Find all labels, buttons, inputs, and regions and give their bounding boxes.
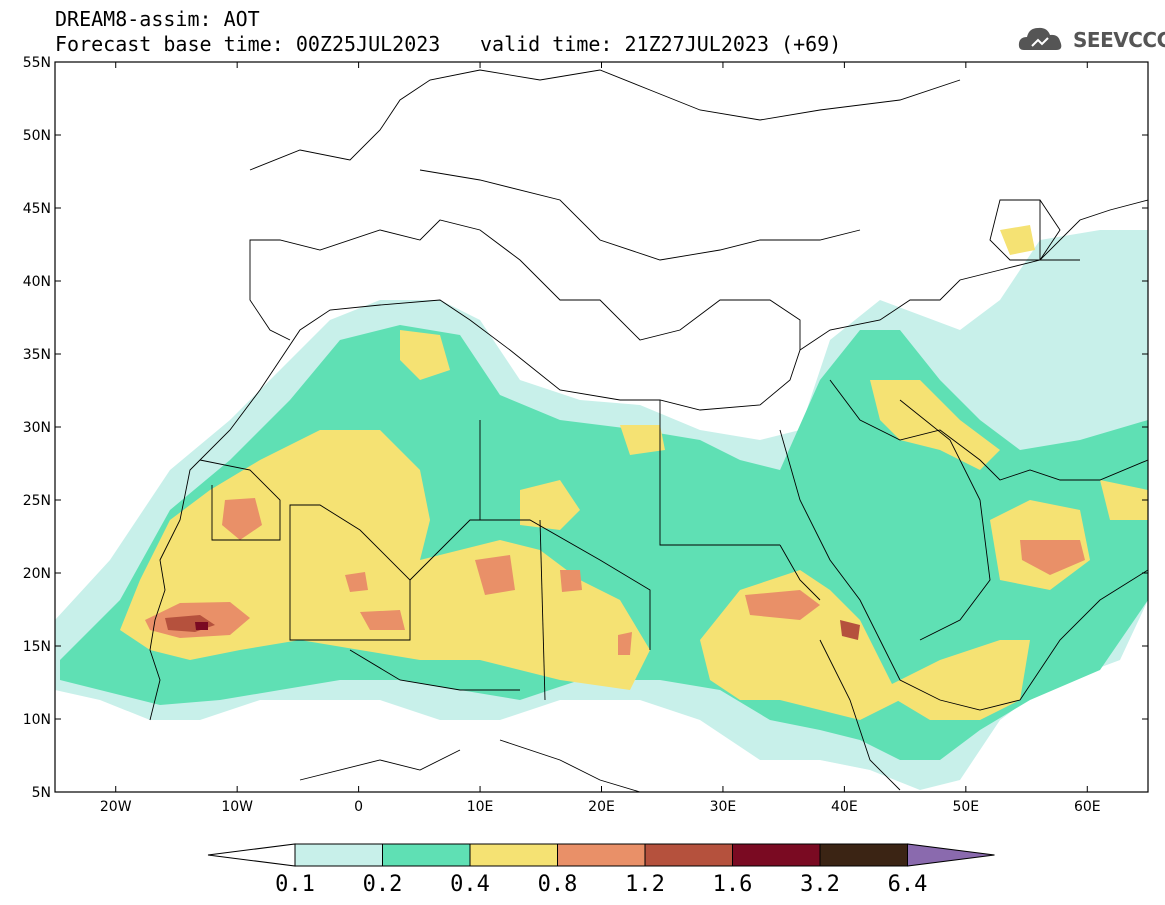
lat-tick-label: 10N — [23, 712, 51, 728]
valid-time-label: valid time: 21Z27JUL2023 (+69) — [480, 32, 842, 56]
colorbar-segment — [819, 843, 908, 867]
lon-tick-label: 60E — [1074, 799, 1101, 815]
lat-tick-label: 15N — [23, 639, 51, 655]
lat-tick-label: 30N — [23, 420, 51, 436]
lat-tick-label: 40N — [23, 274, 51, 290]
colorbar-level-label: 0.4 — [450, 872, 490, 897]
cloud-logo-icon — [1018, 27, 1062, 50]
lon-tick-label: 50E — [952, 799, 979, 815]
colorbar-over-arrow — [907, 843, 995, 867]
coastlines-borders — [149, 69, 1148, 792]
lon-tick-label: 10W — [221, 799, 253, 815]
colorbar-segment — [644, 843, 733, 867]
lon-tick-label: 10E — [467, 799, 494, 815]
colorbar-under-arrow — [207, 843, 296, 867]
colorbar-level-label: 1.6 — [713, 872, 753, 897]
colorbar-level-label: 1.2 — [625, 872, 665, 897]
base-time-label: Forecast base time: 00Z25JUL2023 — [55, 32, 441, 56]
lon-tick-label: 20W — [100, 799, 132, 815]
latitude-axis: 55N 50N 45N 40N 35N 30N 25N 20N 15N 10N 5N — [23, 55, 1148, 801]
colorbar: 0.1 0.2 0.4 0.8 1.2 1.6 3.2 6.4 — [207, 843, 995, 897]
lat-tick-label: 35N — [23, 347, 51, 363]
colorbar-segment — [557, 843, 646, 867]
map-title: DREAM8-assim: AOT — [55, 7, 260, 31]
colorbar-segment — [469, 843, 558, 867]
logo-text: SEEVCCC — [1073, 28, 1165, 52]
colorbar-level-label: 0.1 — [275, 872, 315, 897]
colorbar-segment — [732, 843, 821, 867]
lat-tick-label: 20N — [23, 566, 51, 582]
lon-tick-label: 0 — [354, 799, 363, 815]
aot-level-0-4 — [120, 430, 650, 690]
lon-tick-label: 30E — [710, 799, 737, 815]
lat-tick-label: 45N — [23, 201, 51, 217]
colorbar-segment — [294, 843, 383, 867]
lat-tick-label: 55N — [23, 55, 51, 71]
lon-tick-label: 20E — [588, 799, 615, 815]
lat-tick-label: 25N — [23, 493, 51, 509]
colorbar-level-label: 3.2 — [800, 872, 840, 897]
aot-shading — [55, 62, 1148, 792]
colorbar-segment — [382, 843, 471, 867]
colorbar-level-label: 0.2 — [363, 872, 403, 897]
aot-level-1-6 — [195, 622, 208, 630]
colorbar-level-label: 0.8 — [538, 872, 578, 897]
lon-tick-label: 40E — [831, 799, 858, 815]
lat-tick-label: 50N — [23, 128, 51, 144]
lat-tick-label: 5N — [32, 785, 51, 801]
colorbar-level-label: 6.4 — [888, 872, 928, 897]
longitude-axis: 20W 10W 0 10E 20E 30E 40E 50E 60E — [100, 62, 1101, 815]
